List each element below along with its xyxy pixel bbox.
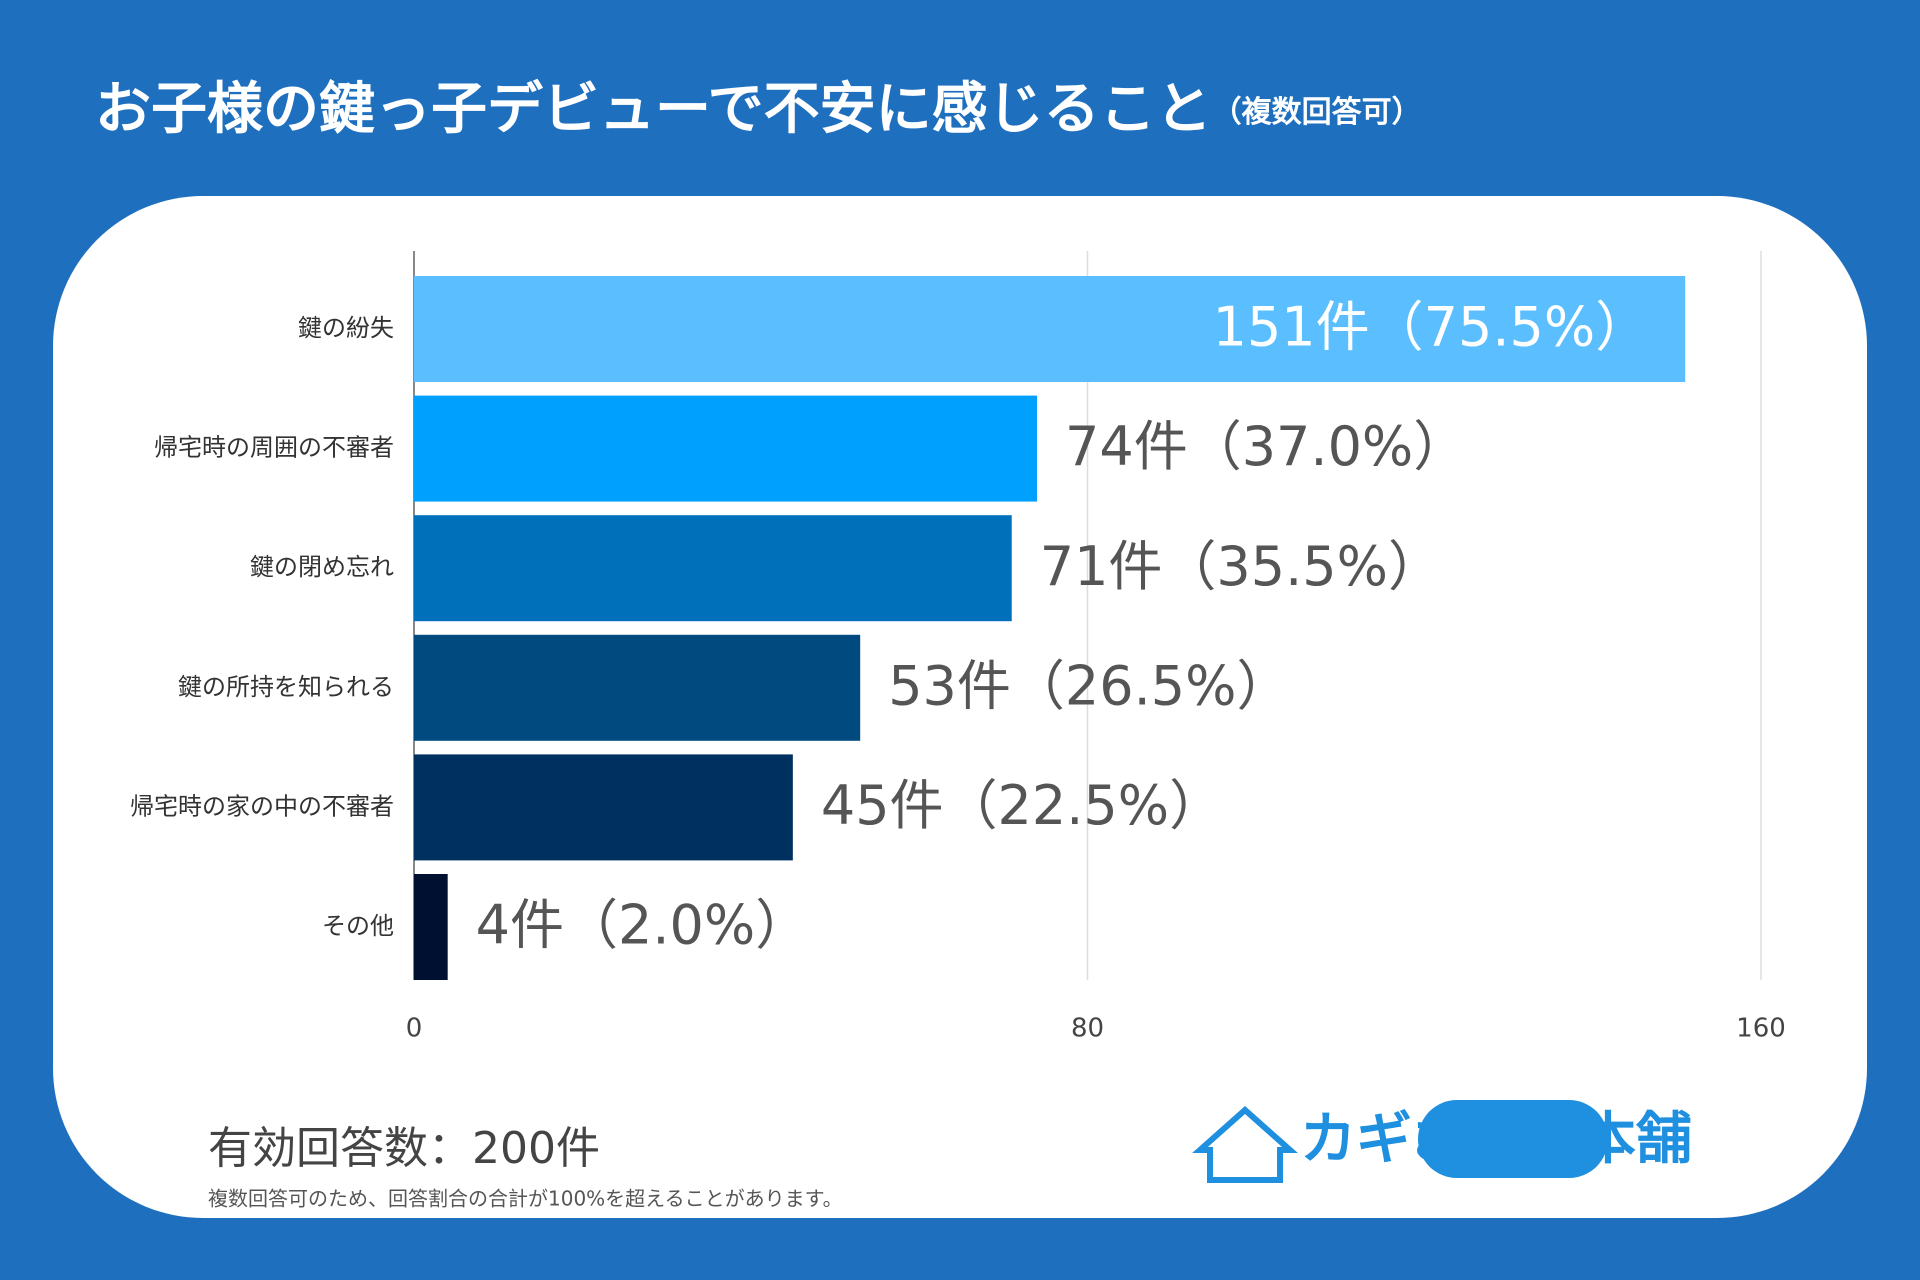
x-tick-label: 0 <box>406 1014 423 1044</box>
x-tick-label: 160 <box>1736 1014 1786 1044</box>
value-label: 74件（37.0%） <box>1065 415 1467 478</box>
value-label: 151件（75.5%） <box>1213 296 1650 359</box>
y-tick-label: 鍵の紛失 <box>298 314 394 342</box>
logo-text: カギお助け本舗 <box>1300 1107 1692 1172</box>
bar <box>414 395 1037 502</box>
subtitle: （複数回答可） <box>1212 95 1422 130</box>
value-label: 45件（22.5%） <box>821 774 1223 837</box>
logo-bubble <box>1418 1100 1608 1178</box>
footer: 有効回答数：200件 <box>208 1123 600 1174</box>
y-tick-label: 帰宅時の周囲の不審者 <box>154 434 394 462</box>
y-tick-label: その他 <box>322 912 394 940</box>
y-tick-label: 鍵の所持を知られる <box>178 673 394 701</box>
chart-title: お子様の鍵っ子デビューで不安に感じること（複数回答可） <box>95 77 1422 142</box>
bar <box>414 515 1012 622</box>
bar <box>414 874 448 980</box>
value-label: 71件（35.5%） <box>1040 535 1442 598</box>
bar <box>414 634 861 741</box>
bar <box>414 276 1686 382</box>
y-tick-label: 鍵の閉め忘れ <box>250 553 394 581</box>
logo-house <box>1192 1105 1298 1183</box>
x-tick-label: 80 <box>1071 1014 1104 1044</box>
note: 複数回答可のため、回答割合の合計が100%を超えることがあります。 <box>208 1187 843 1211</box>
bar <box>414 754 793 861</box>
value-label: 53件（26.5%） <box>888 654 1290 717</box>
title: お子様の鍵っ子デビューで不安に感じること <box>95 77 1212 142</box>
y-tick-label: 帰宅時の家の中の不審者 <box>130 792 394 820</box>
value-label: 4件（2.0%） <box>476 894 810 957</box>
logo: カギお助け本舗 <box>1192 1100 1692 1183</box>
